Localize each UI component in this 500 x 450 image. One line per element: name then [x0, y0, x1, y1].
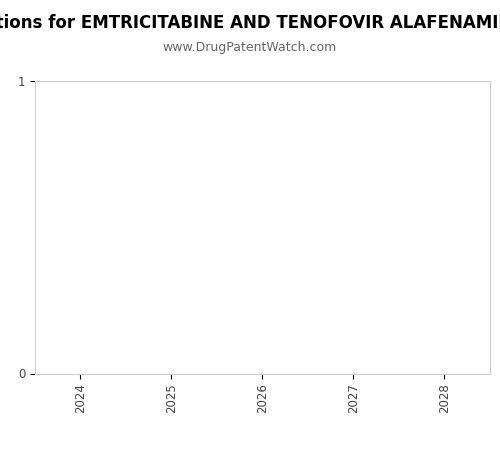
Text: Patent Expirations for EMTRICITABINE AND TENOFOVIR ALAFENAMIDE FUMARATE: Patent Expirations for EMTRICITABINE AND… [0, 14, 500, 32]
Text: www.DrugPatentWatch.com: www.DrugPatentWatch.com [163, 41, 337, 54]
